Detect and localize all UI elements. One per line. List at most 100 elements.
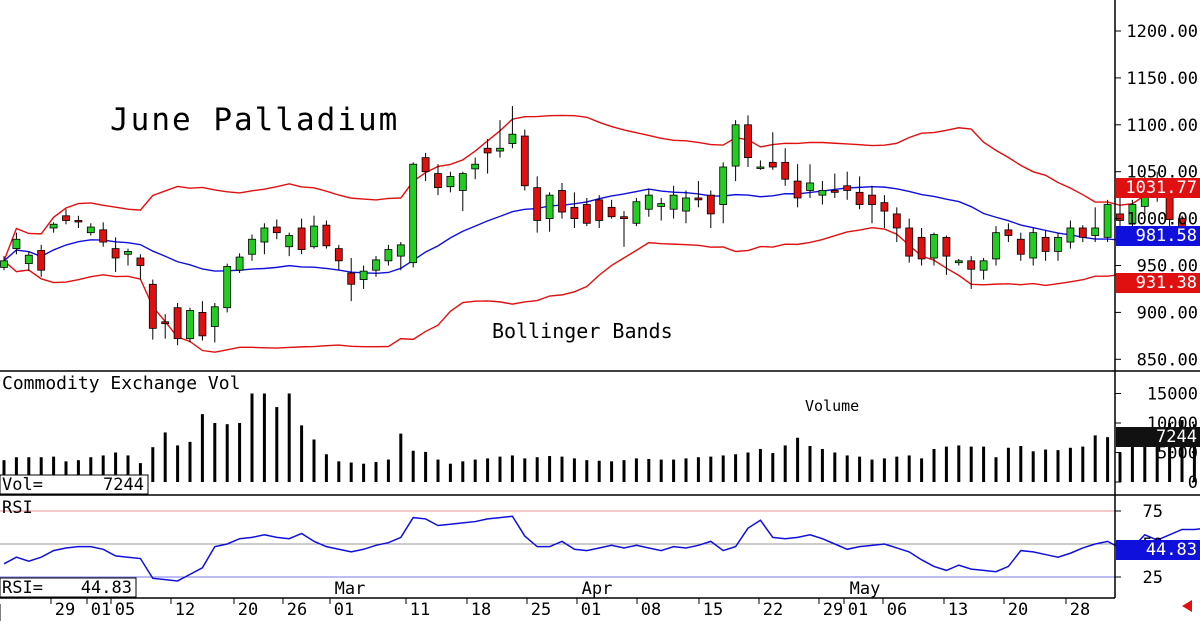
candle — [496, 120, 504, 158]
candle-body — [0, 260, 8, 268]
candle-body — [1128, 204, 1137, 224]
candle-body — [347, 272, 356, 285]
volume-bar — [808, 446, 812, 482]
candle-body — [1116, 213, 1124, 221]
candle — [248, 234, 256, 261]
volume-bar — [1019, 446, 1023, 482]
price-y-tick-label: 1100.00 — [1126, 116, 1198, 136]
candle-body — [173, 307, 182, 340]
candle — [322, 220, 331, 249]
scroll-right-arrow-icon[interactable] — [1182, 600, 1192, 612]
volume-bar — [734, 454, 738, 482]
candle — [0, 256, 8, 271]
candle — [595, 195, 604, 228]
volume-bar — [907, 455, 911, 482]
volume-bar — [1056, 450, 1060, 482]
candle — [359, 265, 368, 289]
candle — [396, 242, 405, 271]
candle — [657, 197, 666, 221]
candle-body — [706, 194, 715, 215]
candle — [1091, 207, 1100, 243]
volume-bar — [523, 458, 527, 482]
price-y-tick-label: 900.00 — [1137, 303, 1198, 323]
volume-bar — [486, 458, 490, 482]
candle — [111, 237, 120, 273]
rsi-readout-label: RSI= — [2, 578, 43, 598]
candle — [582, 197, 591, 227]
candle — [1054, 232, 1062, 261]
volume-bar — [461, 461, 465, 482]
volume-bar — [262, 393, 266, 482]
volume-bar — [597, 460, 601, 482]
candle — [607, 199, 616, 219]
candle-body — [297, 227, 306, 250]
volume-readout-value: 7244 — [103, 475, 144, 495]
volume-bar — [52, 456, 56, 482]
candle-body — [682, 197, 690, 212]
x-day-label: 20 — [1008, 600, 1028, 620]
candle-body — [607, 206, 616, 218]
candle — [979, 257, 988, 280]
candle — [223, 263, 232, 313]
volume-bar — [672, 459, 676, 482]
volume-bar — [39, 457, 43, 482]
candle — [446, 171, 455, 193]
lower-band-badge: 931.38 — [1116, 273, 1200, 293]
candle — [781, 148, 790, 186]
candle-body — [719, 166, 728, 205]
volume-bar — [1130, 430, 1134, 482]
x-day-label: 01 — [581, 600, 601, 620]
volume-bar — [610, 461, 614, 482]
candle — [37, 244, 46, 277]
volume-bar — [771, 453, 775, 482]
candle — [1078, 225, 1087, 243]
bollinger-bands-label: Bollinger Bands — [492, 319, 673, 343]
upper-band-badge: 1031.77 — [1116, 178, 1200, 198]
x-day-label: 22 — [763, 600, 783, 620]
rsi-readout-box — [0, 577, 137, 598]
candle — [198, 301, 207, 341]
candle-body — [669, 194, 678, 210]
candle-body — [818, 190, 827, 196]
candle-body — [322, 224, 331, 247]
candle — [669, 185, 678, 219]
price-y-tick-label: 950.00 — [1137, 257, 1198, 277]
volume-bar — [1044, 449, 1048, 482]
candle — [74, 215, 83, 228]
candle — [334, 244, 343, 271]
candle — [86, 223, 95, 236]
candle-body — [446, 175, 455, 188]
candle-body — [483, 147, 492, 154]
candle-body — [806, 182, 814, 191]
price-y-tick-label: 1150.00 — [1126, 69, 1198, 89]
volume-bar — [27, 457, 31, 482]
candle-body — [595, 199, 604, 221]
candle — [471, 157, 480, 180]
candle-body — [161, 321, 170, 325]
volume-readout-box — [0, 474, 149, 495]
candle — [744, 115, 752, 168]
candle-body — [1066, 227, 1075, 243]
candle — [1116, 195, 1124, 230]
volume-bar — [548, 456, 552, 482]
volume-bar — [337, 461, 341, 482]
candle-body — [1078, 227, 1087, 238]
candle — [694, 181, 703, 208]
rsi-panel: RSI RSI= 44.83 — [0, 498, 1200, 598]
candle — [136, 254, 145, 280]
price-y-tick-label: 1050.00 — [1126, 163, 1198, 183]
x-day-label: 25 — [531, 600, 551, 620]
candle-body — [632, 201, 641, 224]
candle — [756, 160, 765, 170]
candle-body — [12, 238, 21, 250]
middle-band-badge: 981.58 — [1116, 226, 1200, 246]
candle-body — [508, 133, 517, 144]
volume-bar — [709, 456, 713, 482]
candle — [644, 188, 653, 217]
candle-body — [235, 256, 244, 271]
volume-bar — [1118, 452, 1122, 482]
volume-bar — [213, 423, 217, 482]
volume-bar — [225, 424, 229, 482]
candle-body — [843, 185, 852, 191]
